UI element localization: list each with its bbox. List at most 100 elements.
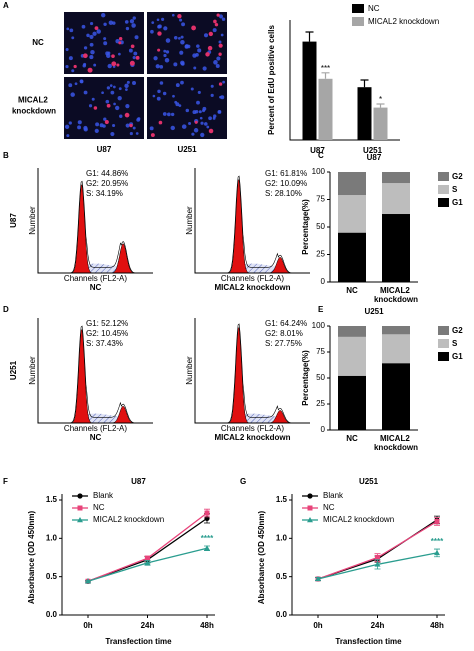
chart-title: U87 [131,477,146,486]
edu-nucleus [87,67,93,73]
nucleus [83,90,88,95]
nucleus [110,131,115,137]
nucleus [155,64,160,69]
y-tick-label: 1.0 [46,533,58,542]
x-axis-label: Transfection time [105,637,172,646]
nucleus [221,17,226,21]
nucleus [156,96,161,101]
nucleus [83,127,88,132]
nucleus [89,34,94,40]
nucleus [181,124,187,129]
edu-nucleus [157,48,161,52]
nucleus [178,104,182,108]
nucleus [202,106,207,111]
nucleus [103,37,107,41]
nucleus [107,63,112,69]
nucleus [64,124,70,129]
y-tick-label: 100 [312,167,326,176]
nucleus [103,41,108,46]
legend-label: MICAL2 knockdown [93,515,164,524]
legend-marker [77,493,83,499]
nucleus [193,128,199,133]
nucleus [163,53,167,58]
nucleus [132,80,136,85]
nucleus [164,57,170,63]
nucleus [190,87,194,91]
nucleus [101,91,104,95]
point [374,561,381,567]
edu-nucleus [135,55,140,60]
bar [357,87,372,140]
bar-segment [338,195,366,233]
nucleus [83,46,88,50]
histogram-s-phase [38,263,153,273]
edu-nucleus [104,120,109,125]
legend-swatch [438,339,449,348]
y-tick-label: 25 [316,399,325,408]
axis-label: Number [185,356,194,385]
edu-nucleus [129,60,135,66]
nucleus [117,95,122,101]
nucleus [66,134,70,138]
significance: **** [201,534,214,543]
nucleus [68,56,73,61]
x-axis-label: Transfection time [335,637,402,646]
point [375,555,380,560]
nucleus [215,63,220,68]
legend-swatch [438,172,449,181]
panel-label: A [3,1,9,10]
bar-segment [338,375,366,430]
nucleus [132,16,136,20]
point [434,549,440,556]
legend-label: MICAL2 knockdown [323,515,394,524]
legend-marker [77,505,83,511]
edu-nucleus [124,112,130,118]
edu-nucleus [208,31,214,37]
stat-text: G1: 52.12% [86,319,128,328]
edu-nucleus [208,128,214,134]
point [145,555,150,561]
nucleus [94,128,99,133]
stat-text: S: 27.75% [265,339,302,348]
y-tick-label: 0.5 [46,572,58,581]
axis-label: Number [185,206,194,235]
axis-label: Channels (FL2-A) [221,424,284,433]
nucleus [89,42,94,47]
y-tick-label: 25 [316,250,325,259]
nucleus [99,123,104,128]
edu-nucleus [194,120,198,124]
nucleus [103,117,107,121]
nucleus [113,85,116,89]
nucleus [213,114,217,118]
nucleus [70,92,75,97]
nucleus [165,50,170,54]
x-tick-label: MICAL2 knockdown [374,286,418,304]
nucleus [212,28,217,33]
y-tick-label: 75 [316,347,325,356]
y-tick-label: 0 [321,277,326,286]
edu-nucleus [218,43,223,48]
nucleus [203,33,209,38]
nucleus [89,55,94,60]
row-label: U251 [9,360,18,380]
nucleus [81,24,86,29]
stat-text: G1: 64.24% [265,319,307,328]
histogram-axes [37,168,153,274]
legend-label: G2 [452,326,463,335]
nucleus [216,56,221,61]
edu-nucleus [158,120,163,125]
y-axis-label: Absorbance (OD 450nm) [27,510,36,604]
nucleus [125,26,130,31]
histogram-axes [37,318,153,424]
nucleus [91,97,95,101]
nucleus [218,14,224,19]
legend-swatch [438,198,449,207]
nucleus [153,56,158,61]
edu-nucleus [150,133,155,138]
nucleus [135,132,139,135]
edu-nucleus [216,13,220,17]
nucleus [173,62,178,67]
nucleus [157,89,161,94]
nucleus [133,51,138,56]
nucleus [132,56,136,60]
